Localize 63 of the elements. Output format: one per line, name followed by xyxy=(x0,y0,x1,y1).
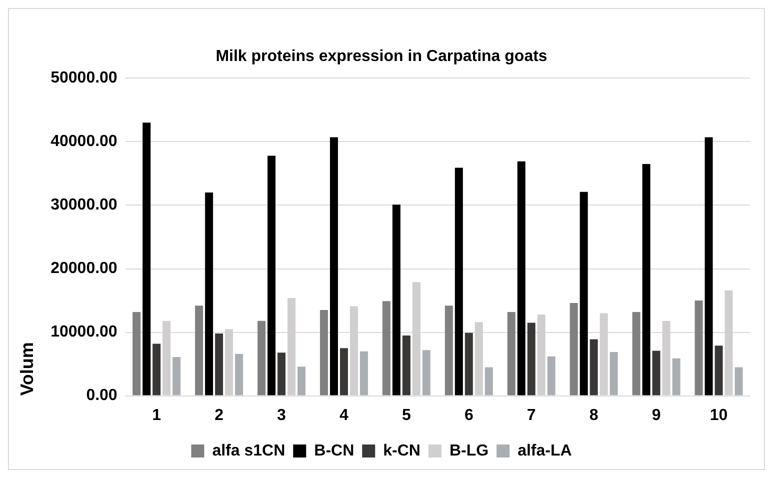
chart-title: Milk proteins expression in Carpatina goats xyxy=(216,48,548,66)
bar xyxy=(454,168,463,396)
bar xyxy=(235,354,244,396)
bar xyxy=(320,310,328,396)
legend-label: alfa s1CN xyxy=(212,442,286,460)
y-tick-label: 0.00 xyxy=(86,387,118,404)
x-tick-label: 3 xyxy=(277,406,286,424)
legend-label: alfa-LA xyxy=(518,442,572,460)
x-tick-label: 7 xyxy=(526,406,536,424)
y-axis-title: Volum xyxy=(16,342,37,396)
bar xyxy=(132,312,141,396)
y-tick-label: 40000.00 xyxy=(50,133,118,150)
x-tick-label: 2 xyxy=(214,406,224,424)
x-tick-label: 1 xyxy=(152,406,162,424)
bar xyxy=(484,367,493,396)
x-tick-label: 8 xyxy=(589,406,598,424)
bar xyxy=(632,312,640,396)
legend-label: k-CN xyxy=(383,442,420,460)
y-tick-label: 50000.00 xyxy=(50,70,118,87)
legend-label: B-LG xyxy=(449,442,489,460)
legend-label: B-CN xyxy=(314,442,354,460)
bar xyxy=(360,351,368,396)
bar xyxy=(642,164,650,396)
bar xyxy=(195,306,204,396)
bar xyxy=(652,350,660,396)
x-tick-label: 10 xyxy=(710,406,728,424)
bar xyxy=(268,156,276,396)
bar xyxy=(517,161,526,396)
bar xyxy=(714,346,723,396)
bar xyxy=(340,348,348,396)
y-tick-label: 20000.00 xyxy=(50,260,118,278)
x-tick-label: 6 xyxy=(464,406,474,424)
bar xyxy=(402,335,410,396)
bar xyxy=(215,334,224,396)
bar xyxy=(527,322,536,396)
bar xyxy=(297,366,306,396)
x-tick-label: 9 xyxy=(652,406,661,424)
bar xyxy=(392,204,400,396)
bar xyxy=(590,339,598,396)
y-tick-label: 10000.00 xyxy=(50,324,118,341)
bar xyxy=(734,367,743,396)
bar xyxy=(142,122,151,396)
bar xyxy=(570,303,578,396)
bar xyxy=(172,357,181,396)
bar xyxy=(672,358,680,396)
bar xyxy=(704,137,713,396)
bar xyxy=(694,300,703,396)
bar xyxy=(382,301,390,396)
bar xyxy=(547,356,556,396)
bar xyxy=(610,352,618,396)
bar xyxy=(152,344,161,396)
bar xyxy=(258,320,266,396)
bar xyxy=(278,352,286,396)
bar xyxy=(507,312,516,396)
x-tick-label: 4 xyxy=(340,406,349,424)
x-tick-label: 5 xyxy=(402,406,411,424)
bar xyxy=(580,192,588,396)
bar xyxy=(422,350,430,396)
bar xyxy=(444,306,453,396)
y-tick-label: 30000.00 xyxy=(50,196,118,214)
bar xyxy=(205,192,214,396)
bar xyxy=(330,137,338,396)
bar xyxy=(464,332,473,396)
